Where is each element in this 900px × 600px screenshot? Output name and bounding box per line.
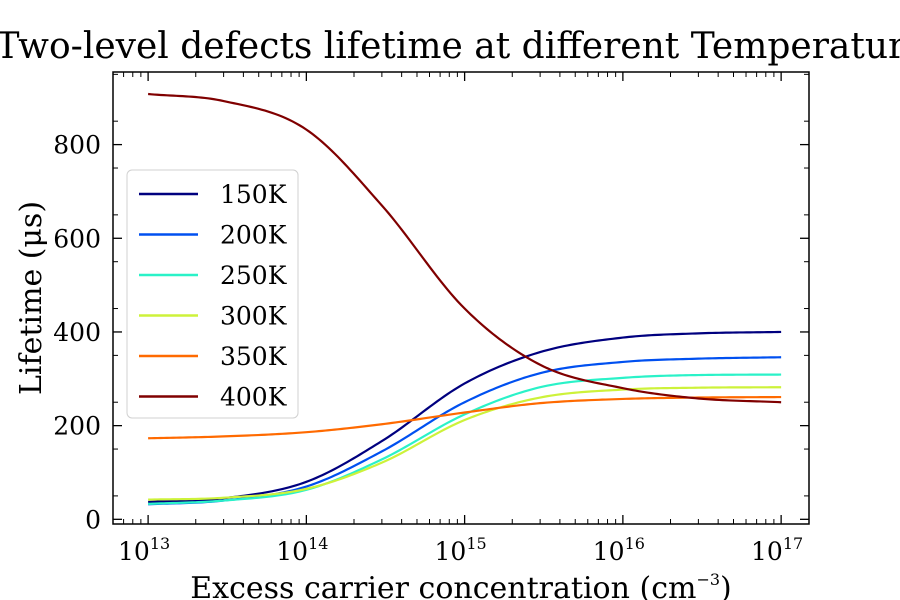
y-tick-label: 0 [85,505,101,534]
series-line-350K [148,395,782,440]
x-axis-label-text: Excess carrier concentration [190,571,630,600]
legend-item-150K: 150K [139,180,288,209]
legend-label: 300K [220,302,288,331]
legend-item-200K: 200K [139,221,288,250]
x-tick-label: 1017 [751,534,803,566]
y-tick-label: 400 [53,318,101,347]
legend-item-400K: 400K [139,383,288,412]
tick-layer: 1013 1014 1015 1016 1017 0 200 400 600 800 [53,72,809,566]
x-axis-label-unit-close: ) [720,571,732,600]
legend-item-350K: 350K [139,342,288,371]
legend-label: 250K [220,261,288,290]
legend-label: 200K [220,221,288,250]
y-tick-label: 200 [53,412,101,441]
chart-title: Two-level defects lifetime at different … [0,26,900,67]
legend-label: 350K [220,342,288,371]
legend-label: 400K [220,383,288,412]
x-tick-label: 1014 [276,534,328,566]
x-tick-label: 1015 [435,534,487,566]
legend-item-250K: 250K [139,261,288,290]
legend: 150K 200K 250K 300K 350K 400K [126,169,299,419]
y-tick-label: 800 [53,131,101,160]
series-line-250K [148,373,782,505]
x-axis-label-unit: (cm [639,571,696,600]
legend-item-300K: 300K [139,302,288,331]
series-line-150K [148,330,782,504]
series-layer [148,92,782,506]
y-axis-label: Lifetime (μs) [14,201,49,395]
legend-label: 150K [220,180,288,209]
series-line-400K [148,92,782,404]
plot-frame [112,71,810,525]
x-tick-label: 1016 [593,534,645,566]
x-axis-label-unit-exp: −3 [696,570,720,589]
x-axis-label: Excess carrier concentration (cm−3) [190,570,732,600]
y-tick-label: 600 [53,224,101,253]
x-tick-label: 1013 [118,534,170,566]
series-line-300K [148,386,782,501]
